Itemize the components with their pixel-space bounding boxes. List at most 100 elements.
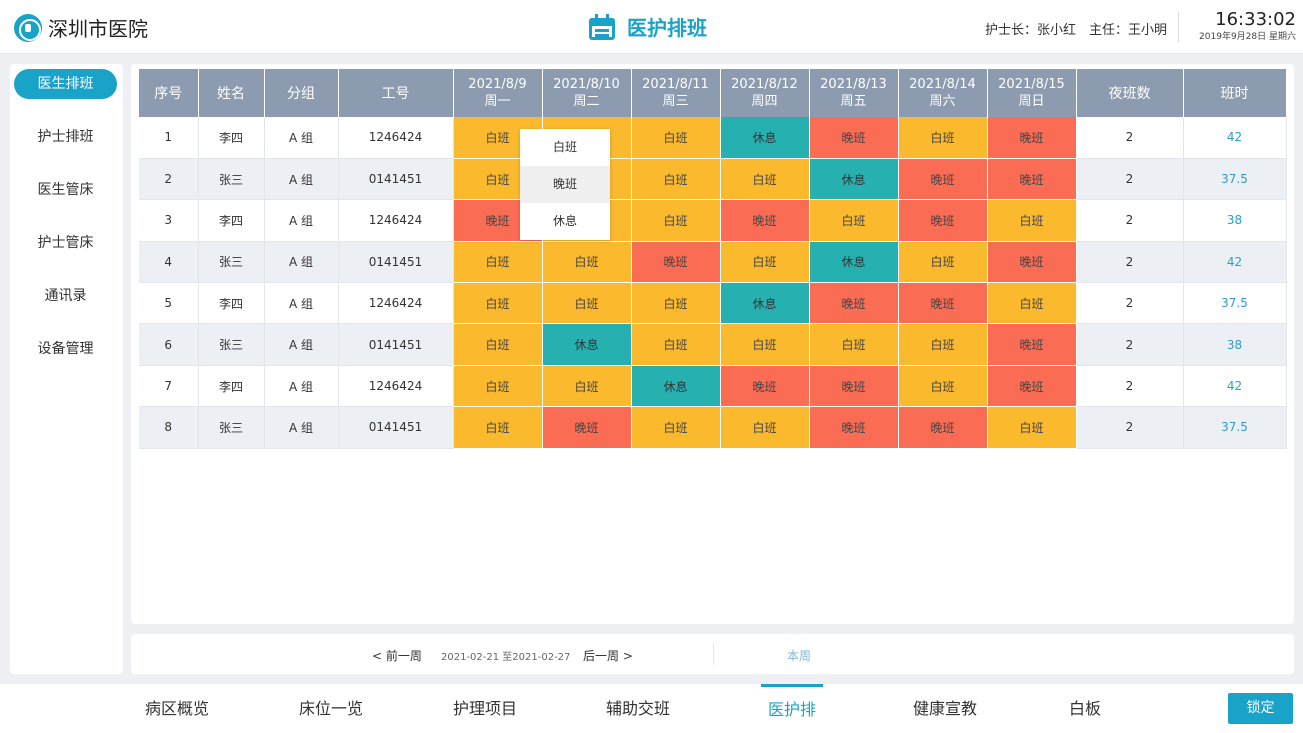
header-day-week: 周三 xyxy=(662,94,689,109)
cell-shift[interactable]: 白班 xyxy=(631,158,721,201)
this-week-button[interactable]: 本周 xyxy=(787,649,812,663)
cell-shift[interactable]: 晚班 xyxy=(898,158,988,201)
header-day-week: 周日 xyxy=(1018,94,1045,109)
cell-shift[interactable]: 白班 xyxy=(987,282,1077,325)
cell-staff-id: 1246424 xyxy=(338,117,454,159)
cell-shift[interactable]: 白班 xyxy=(898,365,988,408)
cell-shift[interactable]: 晚班 xyxy=(987,365,1077,408)
cell-shift[interactable]: 休息 xyxy=(720,117,810,159)
cell-group: A 组 xyxy=(264,323,339,366)
header-day-week: 周二 xyxy=(573,94,600,109)
nav-nursing-items[interactable]: 护理项目 xyxy=(452,699,517,718)
nav-bed-list[interactable]: 床位一览 xyxy=(298,699,363,718)
cell-shift[interactable]: 休息 xyxy=(809,158,899,201)
cell-shift[interactable]: 白班 xyxy=(720,158,810,201)
cell-shift[interactable]: 白班 xyxy=(809,323,899,366)
cell-shift[interactable]: 白班 xyxy=(453,241,543,284)
cell-name: 李四 xyxy=(198,365,265,408)
cell-shift[interactable]: 晚班 xyxy=(720,365,810,408)
shift-option-day[interactable]: 白班 xyxy=(553,140,578,154)
prev-week-button[interactable]: < 前一周 xyxy=(372,649,422,663)
cell-shift[interactable]: 白班 xyxy=(631,282,721,325)
cell-shift[interactable]: 白班 xyxy=(453,365,543,408)
cell-shift[interactable]: 休息 xyxy=(809,241,899,284)
shift-option-rest[interactable]: 休息 xyxy=(553,214,578,228)
sidebar-item-doctor-schedule[interactable]: 医生排班 xyxy=(14,69,117,99)
pager-divider xyxy=(713,643,714,665)
page-title: 医护排班 xyxy=(627,16,707,40)
nav-handover[interactable]: 辅助交班 xyxy=(605,699,670,718)
table-row: 8 张三 A 组 0141451 白班 晚班 白班 白班 晚班 晚班 白班 2 37.5 xyxy=(139,406,1287,449)
cell-shift[interactable]: 白班 xyxy=(631,406,721,449)
cell-shift[interactable]: 白班 xyxy=(453,323,543,366)
schedule-panel: 序号 姓名 分组 工号 2021/8/9 周一 2021/8/10 周二 2021/… xyxy=(131,64,1294,624)
nav-staff-schedule[interactable]: 医护排班 xyxy=(761,684,823,733)
cell-name: 李四 xyxy=(198,199,265,242)
cell-shift[interactable]: 休息 xyxy=(631,365,721,408)
cell-shift[interactable]: 晚班 xyxy=(987,241,1077,284)
cell-night-count: 2 xyxy=(1076,323,1184,366)
sidebar-item-devices[interactable]: 设备管理 xyxy=(37,341,94,357)
cell-staff-id: 0141451 xyxy=(338,241,454,284)
cell-shift[interactable]: 白班 xyxy=(898,117,988,159)
cell-shift[interactable]: 晚班 xyxy=(631,241,721,284)
cell-shift[interactable]: 晚班 xyxy=(898,406,988,449)
cell-shift[interactable]: 白班 xyxy=(720,406,810,449)
cell-shift[interactable]: 晚班 xyxy=(809,365,899,408)
cell-shift[interactable]: 白班 xyxy=(631,323,721,366)
cell-shift[interactable]: 白班 xyxy=(720,241,810,284)
cell-night-count: 2 xyxy=(1076,199,1184,242)
nav-whiteboard[interactable]: 白板 xyxy=(1068,699,1101,718)
cell-shift[interactable]: 晚班 xyxy=(809,406,899,449)
cell-shift[interactable]: 晚班 xyxy=(809,282,899,325)
cell-shift[interactable]: 晚班 xyxy=(542,406,632,449)
cell-shift[interactable]: 白班 xyxy=(542,241,632,284)
cell-shift[interactable]: 白班 xyxy=(631,117,721,159)
sidebar-item-nurse-beds[interactable]: 护士管床 xyxy=(37,235,94,251)
cell-shift[interactable]: 晚班 xyxy=(987,323,1077,366)
sidebar-item-nurse-schedule[interactable]: 护士排班 xyxy=(37,129,94,145)
sidebar-item-doctor-beds[interactable]: 医生管床 xyxy=(37,182,94,198)
cell-hours: 42 xyxy=(1183,117,1287,159)
calendar-icon xyxy=(589,13,615,40)
lock-button[interactable]: 锁定 xyxy=(1228,693,1293,724)
next-week-button[interactable]: 后一周 > xyxy=(583,649,633,663)
cell-shift[interactable]: 白班 xyxy=(720,323,810,366)
header-day-week: 周六 xyxy=(929,94,956,109)
sidebar-item-contacts[interactable]: 通讯录 xyxy=(44,288,87,304)
shift-option-night[interactable]: 晚班 xyxy=(520,166,610,203)
cell-hours: 37.5 xyxy=(1183,406,1287,449)
cell-shift[interactable]: 晚班 xyxy=(720,199,810,242)
cell-shift[interactable]: 晚班 xyxy=(809,117,899,159)
cell-group: A 组 xyxy=(264,282,339,325)
cell-shift[interactable]: 白班 xyxy=(809,199,899,242)
cell-index: 3 xyxy=(139,199,199,242)
hospital-name: 深圳市医院 xyxy=(48,17,148,41)
cell-shift[interactable]: 白班 xyxy=(898,323,988,366)
cell-shift[interactable]: 晚班 xyxy=(898,199,988,242)
header-hours: 班时 xyxy=(1183,69,1287,117)
cell-night-count: 2 xyxy=(1076,406,1184,449)
clock-date: 2019年9月28日 星期六 xyxy=(1199,32,1296,42)
cell-shift[interactable]: 白班 xyxy=(542,282,632,325)
cell-shift[interactable]: 晚班 xyxy=(898,282,988,325)
nav-health-education[interactable]: 健康宣教 xyxy=(912,699,977,718)
cell-shift[interactable]: 休息 xyxy=(720,282,810,325)
cell-shift[interactable]: 白班 xyxy=(453,282,543,325)
cell-shift[interactable]: 白班 xyxy=(987,406,1077,449)
cell-shift[interactable]: 白班 xyxy=(631,199,721,242)
cell-night-count: 2 xyxy=(1076,282,1184,325)
cell-staff-id: 1246424 xyxy=(338,365,454,408)
cell-shift[interactable]: 休息 xyxy=(542,323,632,366)
cell-hours: 37.5 xyxy=(1183,282,1287,325)
cell-shift[interactable]: 晚班 xyxy=(987,117,1077,159)
cell-shift[interactable]: 白班 xyxy=(453,406,543,449)
cell-shift[interactable]: 晚班 xyxy=(987,158,1077,201)
cell-shift[interactable]: 白班 xyxy=(898,241,988,284)
cell-hours: 37.5 xyxy=(1183,158,1287,201)
cell-shift[interactable]: 白班 xyxy=(987,199,1077,242)
cell-shift[interactable]: 白班 xyxy=(542,365,632,408)
cell-index: 2 xyxy=(139,158,199,201)
nav-ward-overview[interactable]: 病区概览 xyxy=(144,699,209,718)
